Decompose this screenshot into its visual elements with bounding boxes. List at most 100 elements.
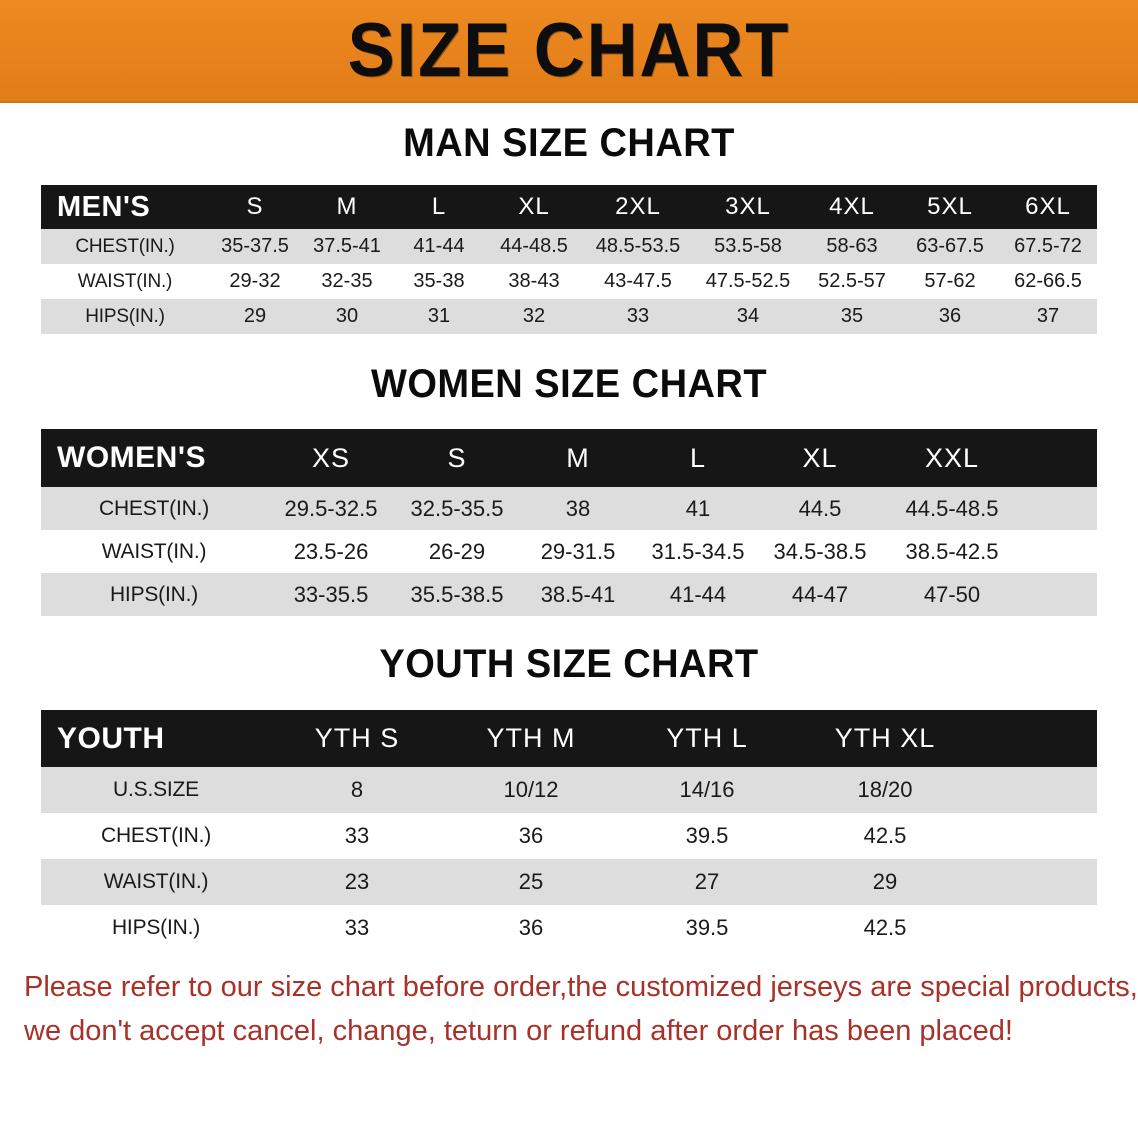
men-cell: 37.5-41 — [313, 235, 381, 257]
women-size-header-m: M — [566, 442, 590, 473]
men-size-header-xl: XL — [518, 193, 550, 220]
men-cell: 36 — [938, 305, 962, 327]
men-size-header-6xl: 6XL — [1025, 193, 1071, 220]
youth-size-header-yths: YTH S — [314, 723, 400, 753]
youth-corner-label: YOUTH — [57, 721, 165, 755]
men-cell: 43-47.5 — [604, 270, 672, 292]
men-cell: 67.5-72 — [1014, 235, 1082, 257]
youth-cell: 36 — [518, 915, 544, 940]
men-cell: 29 — [243, 305, 267, 327]
women-cell: 32.5-35.5 — [410, 495, 504, 521]
men-cell: 44-48.5 — [500, 235, 568, 257]
men-cell: 37 — [1036, 305, 1060, 327]
men-row-label: HIPS(IN.) — [85, 305, 165, 327]
men-size-header-l: L — [431, 193, 447, 220]
youth-cell — [975, 767, 1097, 813]
youth-cell — [975, 813, 1097, 859]
youth-cell: 8 — [350, 777, 364, 802]
page-title: SIZE CHART — [347, 7, 791, 93]
men-cell: 32-35 — [321, 270, 373, 292]
youth-cell: 27 — [694, 869, 720, 894]
men-cell: 35-37.5 — [221, 235, 289, 257]
women-size-header-xs: XS — [311, 442, 351, 473]
youth-size-section: YOUTH SIZE CHART YOUTH YTH S YTH M YTH L YTH… — [0, 616, 1138, 951]
men-row-label: WAIST(IN.) — [77, 270, 173, 292]
youth-cell: 33 — [344, 915, 370, 940]
youth-size-table: YOUTH YTH S YTH M YTH L YTH XL U.S.SIZE 8 10/12… — [41, 710, 1097, 951]
men-cell: 32 — [522, 305, 546, 327]
men-header-row: MEN'S S M L XL 2XL 3XL 4XL 5XL 6XL — [41, 185, 1097, 229]
youth-cell: 42.5 — [863, 823, 907, 848]
women-corner-label: WOMEN'S — [57, 441, 206, 474]
men-cell: 53.5-58 — [714, 235, 782, 257]
women-size-table: WOMEN'S XS S M L XL XXL CHEST(IN.) 29.5-32.5 32.5… — [41, 429, 1097, 616]
women-size-header-xxl: XXL — [924, 442, 980, 473]
men-cell: 62-66.5 — [1014, 270, 1082, 292]
youth-cell: 23 — [344, 869, 370, 894]
women-cell — [1023, 487, 1097, 530]
men-row-label: CHEST(IN.) — [75, 235, 175, 257]
men-cell: 33 — [626, 305, 650, 327]
table-row: HIPS(IN.) 33 36 39.5 42.5 — [41, 905, 1097, 951]
youth-cell: 18/20 — [857, 777, 913, 802]
men-size-header-m: M — [336, 193, 358, 220]
women-cell — [1023, 573, 1097, 616]
women-cell: 41-44 — [669, 581, 727, 607]
youth-cell: 39.5 — [685, 823, 729, 848]
men-size-section: MAN SIZE CHART MEN'S S M L XL 2XL 3XL 4XL 5XL 6XL… — [0, 103, 1138, 334]
women-row-label: WAIST(IN.) — [101, 539, 207, 563]
table-row: CHEST(IN.) 33 36 39.5 42.5 — [41, 813, 1097, 859]
men-size-header-2xl: 2XL — [615, 193, 661, 220]
youth-cell: 42.5 — [863, 915, 907, 940]
disclaimer-line-2: we don't accept cancel, change, teturn o… — [24, 1015, 1013, 1047]
youth-row-label: WAIST(IN.) — [103, 870, 209, 893]
men-section-title: MAN SIZE CHART — [403, 121, 735, 165]
men-size-header-4xl: 4XL — [829, 193, 875, 220]
youth-row-label: HIPS(IN.) — [111, 916, 201, 939]
youth-cell: 36 — [518, 823, 544, 848]
youth-size-header-spacer-4 — [975, 710, 1097, 767]
table-row: HIPS(IN.) 29 30 31 32 33 34 35 36 37 — [41, 299, 1097, 334]
men-cell: 47.5-52.5 — [705, 270, 791, 292]
youth-cell — [975, 859, 1097, 905]
women-cell: 47-50 — [923, 581, 981, 607]
men-table-body: MEN'S S M L XL 2XL 3XL 4XL 5XL 6XL CHEST(IN.) 35-37… — [41, 185, 1097, 334]
youth-cell: 10/12 — [503, 777, 559, 802]
men-cell: 30 — [335, 305, 359, 327]
women-cell: 38 — [565, 495, 591, 521]
men-cell: 48.5-53.5 — [595, 235, 681, 257]
table-row: WAIST(IN.) 29-32 32-35 35-38 38-43 43-47.5 47.… — [41, 264, 1097, 299]
women-cell: 44-47 — [791, 581, 849, 607]
youth-cell: 25 — [518, 869, 544, 894]
men-cell: 35-38 — [413, 270, 465, 292]
women-size-header-s: S — [447, 442, 467, 473]
youth-row-label: U.S.SIZE — [113, 778, 199, 801]
men-size-header-5xl: 5XL — [927, 193, 973, 220]
women-size-header-spacer-6 — [1023, 429, 1097, 487]
men-corner-label: MEN'S — [57, 190, 151, 223]
table-row: U.S.SIZE 8 10/12 14/16 18/20 — [41, 767, 1097, 813]
women-cell: 44.5 — [798, 495, 842, 521]
table-row: CHEST(IN.) 35-37.5 37.5-41 41-44 44-48.5 48.5… — [41, 229, 1097, 264]
men-size-table: MEN'S S M L XL 2XL 3XL 4XL 5XL 6XL CHEST(IN.) 35-37… — [41, 185, 1097, 334]
women-cell: 41 — [685, 495, 711, 521]
youth-size-header-ythl: YTH L — [666, 723, 748, 753]
women-row-label: HIPS(IN.) — [109, 582, 199, 606]
women-cell: 35.5-38.5 — [410, 581, 504, 607]
women-cell: 38.5-41 — [540, 581, 616, 607]
youth-row-label: CHEST(IN.) — [101, 824, 211, 847]
disclaimer-text: Please refer to our size chart before or… — [24, 951, 1138, 1053]
youth-cell: 14/16 — [679, 777, 735, 802]
men-cell: 41-44 — [413, 235, 465, 257]
men-cell: 52.5-57 — [818, 270, 886, 292]
youth-cell — [975, 905, 1097, 951]
men-size-header-3xl: 3XL — [725, 193, 771, 220]
women-cell: 33-35.5 — [293, 581, 369, 607]
women-header-row: WOMEN'S XS S M L XL XXL — [41, 429, 1097, 487]
women-section-title: WOMEN SIZE CHART — [370, 362, 768, 406]
youth-cell: 29 — [872, 869, 898, 894]
page-banner: SIZE CHART — [0, 0, 1138, 103]
women-cell: 44.5-48.5 — [905, 495, 999, 521]
women-cell: 31.5-34.5 — [651, 538, 745, 564]
women-cell — [1023, 530, 1097, 573]
